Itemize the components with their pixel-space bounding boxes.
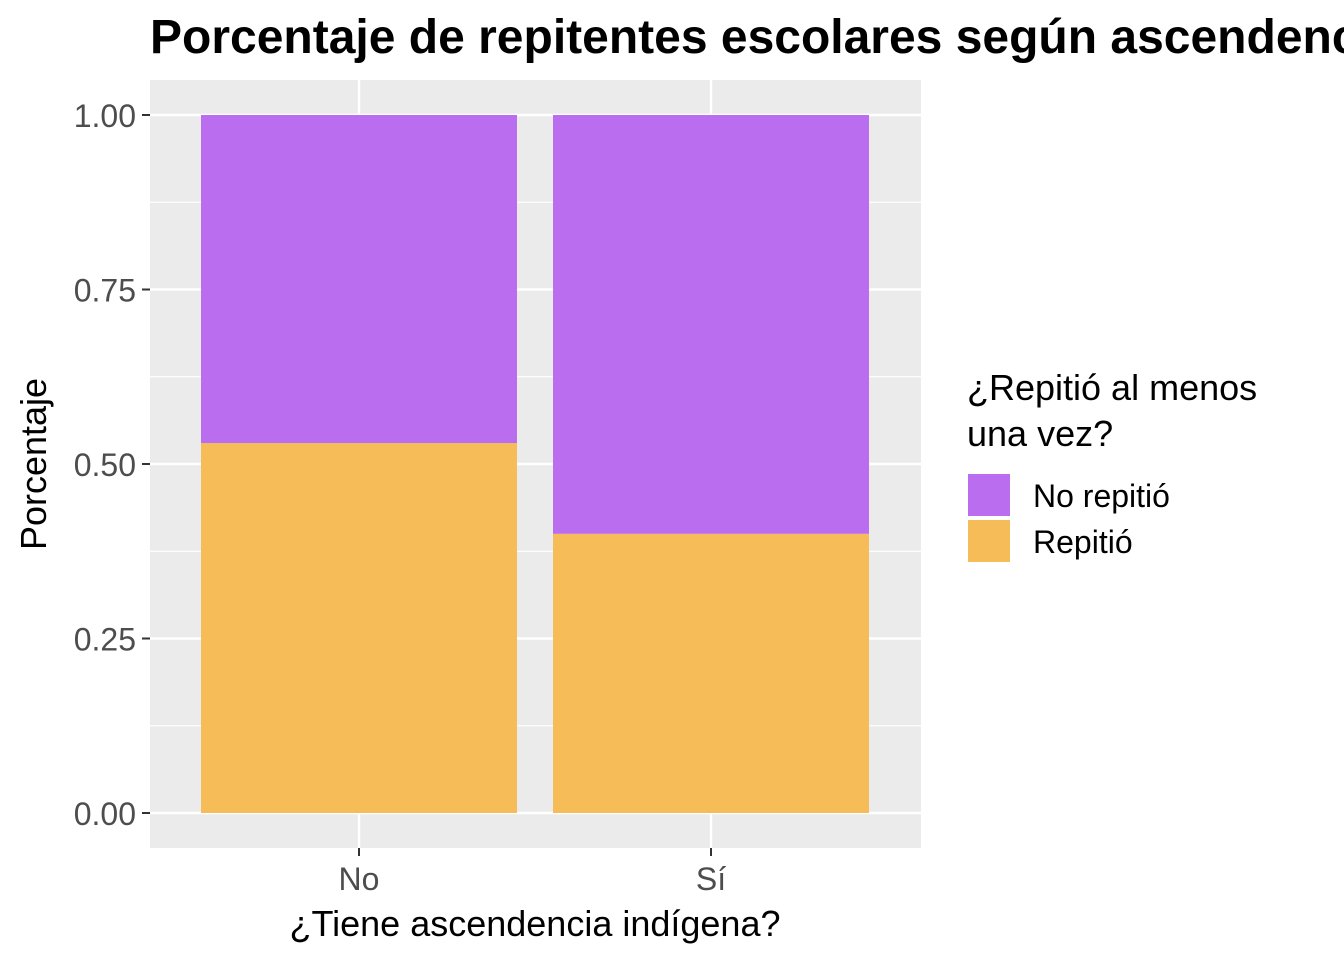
y-tick-label: 0.75 bbox=[74, 273, 136, 309]
y-axis-label: Porcentaje bbox=[13, 378, 54, 550]
chart-title: Porcentaje de repitentes escolares según… bbox=[150, 11, 1344, 64]
y-tick-label: 0.00 bbox=[74, 796, 136, 832]
x-axis: No Sí bbox=[339, 848, 726, 897]
bar-segment bbox=[553, 533, 869, 813]
legend-key bbox=[966, 472, 1012, 518]
bar-segment bbox=[553, 115, 869, 534]
bars bbox=[201, 115, 869, 813]
y-axis: 0.00 0.25 0.50 0.75 1.00 bbox=[74, 98, 150, 832]
legend-label: No repitió bbox=[1033, 478, 1170, 514]
legend-label: Repitió bbox=[1033, 524, 1133, 560]
x-axis-label: ¿Tiene ascendencia indígena? bbox=[289, 903, 780, 944]
bar-segment bbox=[201, 115, 517, 444]
y-tick-label: 0.50 bbox=[74, 447, 136, 483]
legend-title: ¿Repitió al menos bbox=[967, 367, 1257, 408]
x-tick-label: Sí bbox=[696, 861, 726, 897]
legend-title: una vez? bbox=[967, 413, 1113, 454]
legend-key bbox=[966, 518, 1012, 564]
y-tick-label: 1.00 bbox=[74, 98, 136, 134]
x-tick-label: No bbox=[339, 861, 380, 897]
bar-segment bbox=[201, 443, 517, 813]
y-tick-label: 0.25 bbox=[74, 622, 136, 658]
legend: ¿Repitió al menos una vez? No repitió Repit… bbox=[966, 367, 1257, 564]
